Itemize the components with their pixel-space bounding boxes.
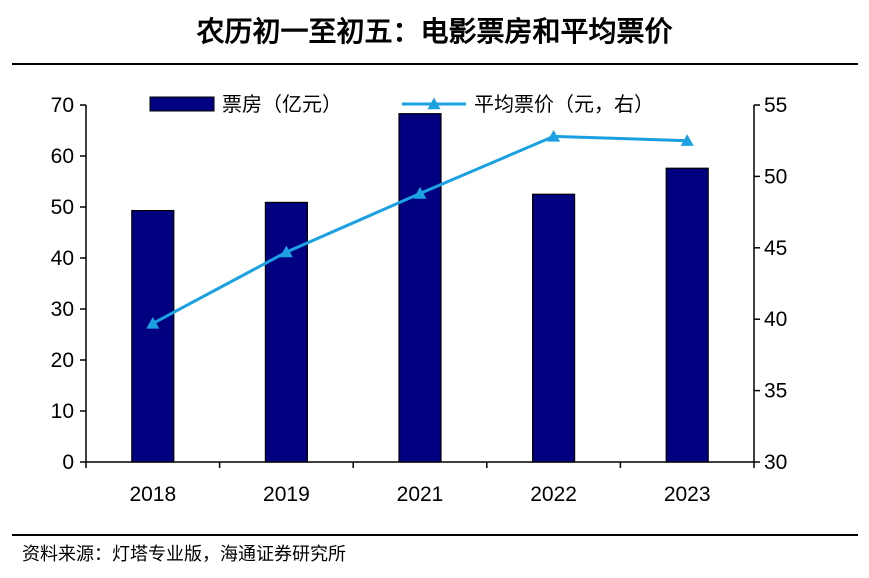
bar-series [131, 113, 709, 463]
footer-divider [12, 534, 858, 536]
legend-label-avg-price: 平均票价（元，右） [474, 92, 654, 116]
bar [131, 209, 175, 463]
y-left-tick-label: 30 [51, 298, 74, 321]
line-point [279, 245, 293, 258]
y-right-tick-label: 45 [764, 237, 787, 260]
source-note: 资料来源：灯塔专业版，海通证券研究所 [22, 544, 346, 565]
bar [264, 201, 308, 463]
legend-marker-avg-price [427, 97, 441, 110]
y-right-tick-label: 40 [764, 308, 787, 331]
chart-title: 农历初一至初五：电影票房和平均票价 [196, 15, 673, 48]
y-left-tick-label: 50 [51, 196, 74, 219]
x-tick-label: 2022 [530, 483, 577, 506]
title-divider [12, 63, 858, 65]
y-right-tick-label: 35 [764, 380, 787, 403]
chart-svg: 0 10 20 30 40 50 60 70 30 35 40 45 50 55 2018 2019 2021 2… [51, 92, 788, 506]
legend-swatch-box-office [149, 96, 215, 112]
x-tick-label: 2019 [263, 483, 310, 506]
line-point [680, 134, 694, 146]
x-tick-label: 2023 [664, 483, 711, 506]
line-point [547, 129, 561, 142]
line-series [146, 129, 694, 329]
chart-axes: 0 10 20 30 40 50 60 70 30 35 40 45 50 55 2018 2019 2021 2… [51, 94, 788, 506]
x-tick-label: 2018 [129, 483, 176, 506]
bar [531, 193, 576, 463]
bar [398, 113, 442, 463]
y-right-tick-label: 55 [764, 94, 787, 117]
line-point [413, 187, 427, 199]
bar [665, 167, 709, 463]
y-right-tick-label: 30 [764, 451, 787, 474]
y-left-tick-label: 10 [51, 400, 74, 423]
y-right-tick-label: 50 [764, 165, 787, 188]
y-left-tick-label: 40 [51, 247, 74, 270]
y-left-tick-label: 60 [51, 145, 74, 168]
chart-legend: 票房（亿元） 平均票价（元，右） [149, 92, 654, 116]
y-left-tick-label: 0 [62, 451, 74, 474]
legend-label-box-office: 票房（亿元） [222, 92, 342, 116]
line-point [146, 316, 160, 329]
y-left-tick-label: 70 [51, 94, 74, 117]
y-left-tick-label: 20 [51, 349, 74, 372]
x-tick-label: 2021 [397, 483, 444, 506]
